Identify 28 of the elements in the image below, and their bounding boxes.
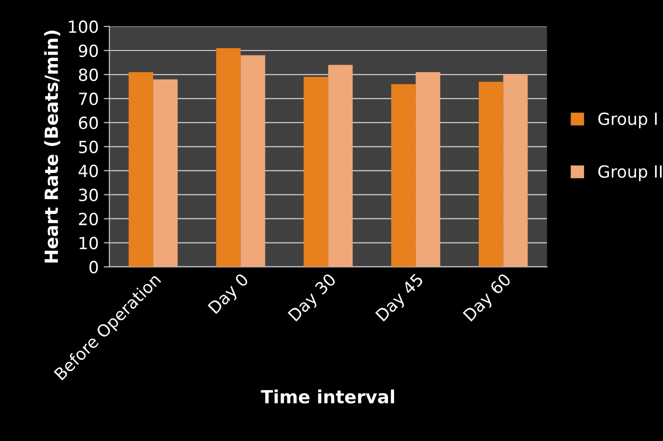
bar <box>416 72 440 267</box>
legend-label: Group II <box>598 165 662 182</box>
y-tick-label: 40 <box>78 164 98 178</box>
legend-label: Group I <box>598 112 657 128</box>
y-tick-label: 70 <box>79 92 98 106</box>
y-tick-label: 60 <box>78 116 98 130</box>
bar <box>328 64 353 267</box>
bar <box>216 48 241 267</box>
y-tick-label: 10 <box>80 236 98 250</box>
x-tick-label: Day 45 <box>375 273 426 324</box>
y-tick-label: 90 <box>78 44 98 58</box>
y-tick-label: 0 <box>89 260 98 274</box>
bar <box>503 74 528 267</box>
bar <box>478 82 504 267</box>
y-tick-label: 30 <box>79 188 98 202</box>
y-tick-label: 100 <box>68 20 98 34</box>
bar <box>304 76 328 267</box>
bar <box>240 55 266 267</box>
bar <box>391 84 416 267</box>
y-axis-title: Heart Rate (Beats/min) <box>44 30 60 263</box>
x-tick-label: Day 0 <box>208 272 252 316</box>
bar <box>153 79 178 267</box>
bar <box>128 72 154 267</box>
x-axis-title: Time interval <box>260 390 394 404</box>
y-tick-label: 80 <box>78 68 98 82</box>
y-tick-label: 50 <box>79 140 98 154</box>
y-tick-label: 20 <box>78 212 98 226</box>
x-tick-label: Day 30 <box>288 272 339 324</box>
